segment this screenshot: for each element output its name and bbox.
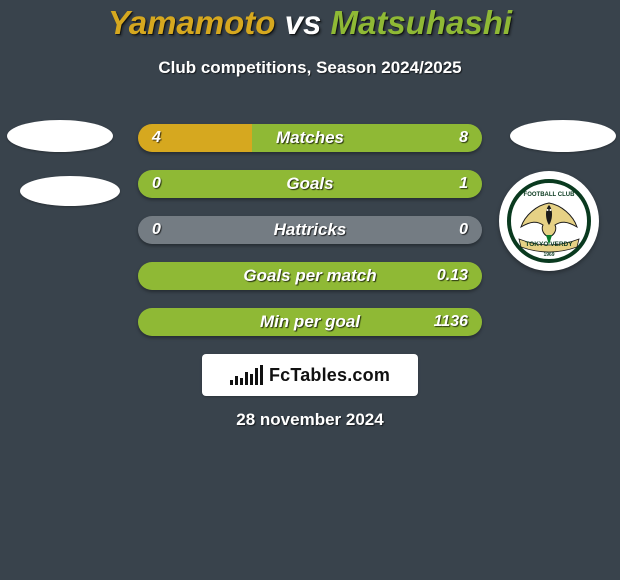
stat-label: Goals per match: [138, 262, 482, 290]
stat-label: Hattricks: [138, 216, 482, 244]
player2-club-crest: FOOTBALL CLUB TOKYO VERDY 1969: [499, 171, 599, 271]
stat-rows: 48Matches 01Goals 00Hattricks 0.13Goals per…: [138, 124, 482, 354]
player1-club-ellipse: [20, 176, 120, 206]
title: Yamamoto vs Matsuhashi: [0, 0, 620, 42]
date-text: 28 november 2024: [0, 410, 620, 430]
stat-row: 00Hattricks: [138, 216, 482, 244]
player2-name: Matsuhashi: [331, 4, 513, 41]
svg-text:FOOTBALL CLUB: FOOTBALL CLUB: [524, 192, 576, 198]
stat-row: 1136Min per goal: [138, 308, 482, 336]
crest-icon: FOOTBALL CLUB TOKYO VERDY 1969: [507, 179, 591, 263]
brand-box: FcTables.com: [202, 354, 418, 396]
subtitle: Club competitions, Season 2024/2025: [0, 58, 620, 78]
stat-row: 48Matches: [138, 124, 482, 152]
stat-label: Matches: [138, 124, 482, 152]
stat-row: 0.13Goals per match: [138, 262, 482, 290]
player1-badge-ellipse: [7, 120, 113, 152]
comparison-infographic: Yamamoto vs Matsuhashi Club competitions…: [0, 0, 620, 580]
crest-banner-text: TOKYO VERDY: [525, 241, 573, 248]
stat-label: Goals: [138, 170, 482, 198]
player2-badge-ellipse: [510, 120, 616, 152]
stat-label: Min per goal: [138, 308, 482, 336]
svg-text:1969: 1969: [543, 252, 554, 258]
stat-row: 01Goals: [138, 170, 482, 198]
brand-text: FcTables.com: [269, 365, 390, 386]
brand-bars-icon: [230, 365, 263, 385]
vs-text: vs: [285, 4, 322, 41]
player1-name: Yamamoto: [108, 4, 275, 41]
